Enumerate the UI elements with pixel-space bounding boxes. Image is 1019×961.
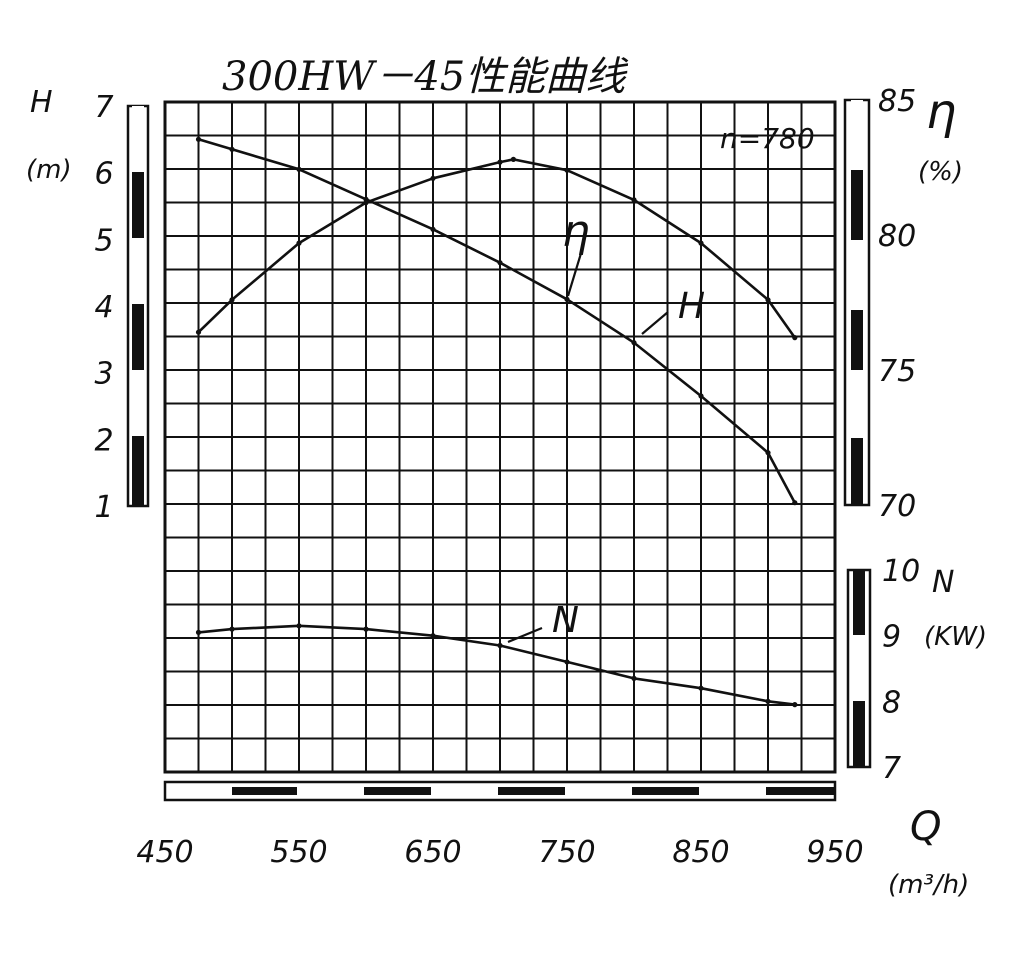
eta-data-point — [564, 167, 570, 173]
h-data-point — [765, 450, 771, 456]
n-data-point — [497, 642, 503, 649]
speed-label: n=780 — [720, 122, 815, 155]
q-axis-label: Q — [910, 804, 941, 850]
h-data-point — [195, 136, 202, 142]
eta-data-point — [792, 335, 798, 341]
h-data-point — [698, 393, 704, 399]
n-axis-unit: (KW) — [924, 622, 987, 652]
plot-frame — [163, 100, 837, 774]
eta-tick-label: 80 — [878, 219, 916, 254]
eta-data-point — [510, 156, 516, 162]
eta-data-point — [430, 175, 436, 181]
n-tick-label: 10 — [882, 554, 920, 589]
eta-data-point — [631, 197, 637, 203]
h-tick-label: 3 — [94, 357, 113, 392]
n-tick-label: 9 — [882, 620, 901, 655]
series-labels: Hη N — [507, 206, 705, 644]
eta-data-point — [195, 329, 202, 335]
n-series-label: N — [552, 600, 579, 641]
eta-axis-unit: (%) — [918, 157, 963, 187]
n-tick-label: 8 — [882, 685, 901, 720]
n-label-pointer — [507, 626, 543, 644]
q-tick-label: 450 — [136, 835, 193, 870]
q-tick-label: 550 — [270, 835, 327, 870]
curves — [195, 136, 798, 708]
eta-data-point — [363, 200, 369, 206]
chart-title: 300HW－45性能曲线 — [222, 54, 629, 100]
eta-curve — [197, 158, 797, 339]
eta-series-label: η — [562, 206, 590, 257]
q-tick-label: 950 — [806, 835, 863, 870]
h-axis-label: H — [30, 85, 53, 120]
eta-data-point — [765, 297, 771, 303]
n-scale-bar — [846, 568, 872, 769]
eta-tick-label: 85 — [878, 84, 916, 119]
h-data-point — [631, 340, 637, 346]
h-curve — [197, 138, 797, 504]
eta-data-point — [229, 297, 235, 303]
h-data-point — [564, 296, 570, 302]
eta-axis-label: η — [926, 84, 956, 140]
eta-data-point — [698, 240, 704, 246]
h-data-point — [229, 146, 235, 152]
n-data-point — [363, 626, 369, 632]
n-data-point — [229, 626, 235, 632]
h-data-point — [430, 226, 436, 232]
n-data-point — [296, 623, 302, 629]
h-axis-unit: (m) — [26, 155, 72, 185]
h-data-point — [792, 500, 798, 506]
grid — [165, 102, 835, 772]
n-data-point — [195, 629, 202, 635]
eta-data-point — [497, 159, 503, 165]
eta-data-point — [296, 240, 302, 246]
tick-labels: 450 550 650 750 850 950 1 2 3 4 5 6 7 70 75 80 85 7 8 9 10 — [94, 84, 920, 870]
eta-scale-bar — [843, 98, 871, 507]
eta-tick-label: 70 — [878, 489, 916, 524]
h-tick-label: 2 — [94, 423, 113, 458]
n-tick-label: 7 — [882, 751, 901, 786]
n-data-point — [564, 659, 570, 665]
h-tick-label: 5 — [94, 223, 113, 258]
n-data-point — [631, 675, 637, 681]
h-tick-label: 4 — [94, 290, 113, 325]
h-series-label: H — [678, 286, 705, 327]
h-tick-label: 1 — [94, 490, 113, 525]
q-scale-bar — [163, 780, 837, 802]
h-data-point — [497, 260, 503, 266]
q-tick-label: 650 — [404, 835, 461, 870]
q-axis-unit: (m³/h) — [888, 870, 969, 900]
h-tick-label: 7 — [94, 90, 113, 125]
eta-label-pointer — [566, 249, 584, 297]
eta-tick-label: 75 — [878, 354, 916, 389]
n-data-point — [765, 698, 771, 704]
h-data-point — [296, 166, 302, 172]
h-tick-label: 6 — [94, 157, 113, 192]
n-axis-label: N — [932, 565, 954, 600]
n-data-point — [698, 685, 704, 691]
h-scale-bar — [126, 104, 150, 508]
n-data-point — [792, 702, 798, 708]
q-tick-label: 850 — [672, 835, 729, 870]
h-label-pointer — [641, 311, 669, 335]
q-tick-label: 750 — [538, 835, 595, 870]
n-data-point — [430, 633, 436, 639]
